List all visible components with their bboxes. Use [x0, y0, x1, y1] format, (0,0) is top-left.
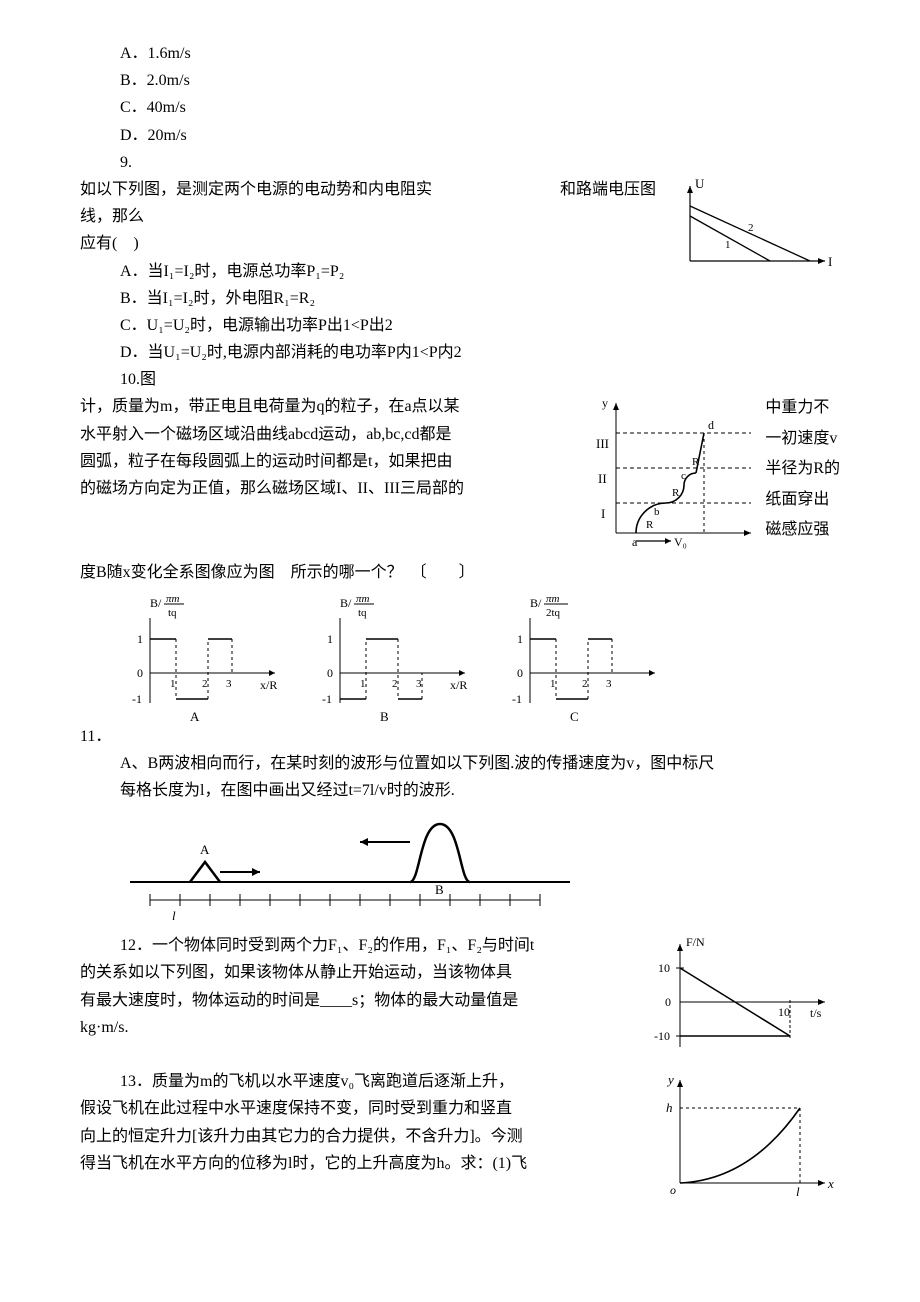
svg-text:1: 1: [550, 678, 556, 690]
q10-side-2: 一初速度v: [765, 424, 840, 454]
svg-text:πm: πm: [356, 593, 370, 605]
q10-opt-B: B/ πm tq 1 0 -1 x/R 1 2 3 B: [310, 593, 480, 723]
q9-opt-C: C．U₁=U₂时，电源输出功率P出1<P出2: [120, 312, 840, 339]
svg-text:x/R: x/R: [450, 678, 467, 692]
svg-text:d: d: [708, 418, 714, 432]
svg-text:2tq: 2tq: [546, 607, 561, 619]
svg-text:10: 10: [778, 1005, 790, 1019]
svg-text:1: 1: [517, 632, 523, 646]
q10-diagram: y III II I a b c d R R R: [586, 393, 761, 553]
svg-text:0: 0: [517, 666, 523, 680]
q11-stem-1: A、B两波相向而行，在某时刻的波形与位置如以下列图.波的传播速度为v，图中标尺: [120, 750, 840, 777]
svg-text:a: a: [632, 535, 638, 549]
svg-text:3: 3: [416, 678, 422, 690]
q10-number: 10.图: [120, 366, 840, 393]
svg-text:l: l: [172, 908, 176, 923]
q13-graph: y x o h l: [650, 1068, 840, 1208]
q9-opt-B: B．当I₁=I₂时，外电阻R₁=R₂: [120, 285, 840, 312]
q9-graph: U I 1 2: [670, 176, 840, 276]
svg-text:2: 2: [748, 222, 754, 234]
svg-text:10: 10: [658, 961, 670, 975]
svg-text:0: 0: [327, 666, 333, 680]
svg-text:F/N: F/N: [686, 935, 705, 949]
svg-text:2: 2: [582, 678, 588, 690]
q8-opt-B: B．2.0m/s: [120, 67, 840, 94]
q10-options-row: B/ πm tq 1 0 -1 x/R 1 2 3 A B/: [120, 593, 840, 723]
svg-text:-1: -1: [512, 692, 522, 706]
q9-stem-left: 如以下列图，是测定两个电源的电动势和内电阻实: [80, 181, 432, 198]
q10-opt-C: B/ πm 2tq 1 0 -1 1 2 3 C: [500, 593, 670, 723]
svg-text:2: 2: [202, 678, 208, 690]
svg-text:h: h: [666, 1100, 673, 1115]
q8-opt-A: A．1.6m/s: [120, 40, 840, 67]
svg-text:B/: B/: [530, 596, 542, 610]
svg-text:3: 3: [606, 678, 612, 690]
svg-text:R: R: [672, 487, 680, 499]
svg-text:A: A: [190, 709, 200, 723]
svg-text:-1: -1: [132, 692, 142, 706]
svg-text:πm: πm: [166, 593, 180, 605]
svg-text:1: 1: [360, 678, 366, 690]
svg-text:I: I: [601, 506, 605, 521]
q9-opt-D: D．当U₁=U₂时,电源内部消耗的电功率P内1<P内2: [120, 339, 840, 366]
q12-graph: F/N t/s 10 0 -10 10: [650, 932, 840, 1062]
svg-text:V₀: V₀: [674, 535, 687, 549]
q11-number: 11．: [80, 723, 840, 750]
q10-side-4: 纸面穿出: [765, 485, 840, 515]
svg-text:1: 1: [170, 678, 176, 690]
svg-text:B: B: [435, 882, 444, 897]
q11-stem-2: 每格长度为l，在图中画出又经过t=7l/v时的波形.: [120, 777, 840, 804]
svg-text:A: A: [200, 842, 210, 857]
q10-right-block: y III II I a b c d R R R: [586, 393, 840, 553]
svg-text:t/s: t/s: [810, 1006, 822, 1020]
q10-side-3: 半径为R的: [765, 454, 840, 484]
svg-text:x/R: x/R: [260, 678, 277, 692]
svg-text:R: R: [692, 456, 700, 468]
svg-text:0: 0: [137, 666, 143, 680]
svg-text:y: y: [602, 396, 608, 410]
q10-side-1: 中重力不: [765, 393, 840, 423]
svg-text:R: R: [646, 519, 654, 531]
svg-text:tq: tq: [168, 607, 177, 619]
q8-opt-D: D．20m/s: [120, 122, 840, 149]
q8-opt-C: C．40m/s: [120, 94, 840, 121]
svg-text:2: 2: [392, 678, 398, 690]
svg-text:y: y: [666, 1072, 674, 1087]
svg-text:B/: B/: [340, 596, 352, 610]
svg-text:-1: -1: [322, 692, 332, 706]
svg-text:0: 0: [665, 995, 671, 1009]
q9-number: 9.: [120, 149, 840, 176]
q10-side-5: 磁感应强: [765, 515, 840, 545]
svg-text:B: B: [380, 709, 389, 723]
svg-text:II: II: [598, 471, 607, 486]
axis-u-label: U: [695, 176, 705, 191]
svg-text:c: c: [681, 470, 686, 482]
svg-text:x: x: [827, 1176, 834, 1191]
svg-text:o: o: [670, 1183, 676, 1197]
svg-text:tq: tq: [358, 607, 367, 619]
svg-text:III: III: [596, 436, 609, 451]
svg-text:l: l: [796, 1184, 800, 1199]
svg-text:B/: B/: [150, 596, 162, 610]
axis-i-label: I: [828, 254, 832, 269]
svg-text:b: b: [654, 506, 660, 518]
svg-text:1: 1: [327, 632, 333, 646]
q11-figure: l A B: [120, 812, 840, 932]
svg-text:C: C: [570, 709, 579, 723]
q10-opt-A: B/ πm tq 1 0 -1 x/R 1 2 3 A: [120, 593, 290, 723]
svg-text:3: 3: [226, 678, 232, 690]
svg-text:1: 1: [137, 632, 143, 646]
q10-stem-5: 度B随x变化全系图像应为图 所示的哪一个？ 〔 〕: [80, 559, 840, 586]
svg-text:1: 1: [725, 239, 731, 251]
svg-text:-10: -10: [654, 1029, 670, 1043]
svg-text:πm: πm: [546, 593, 560, 605]
